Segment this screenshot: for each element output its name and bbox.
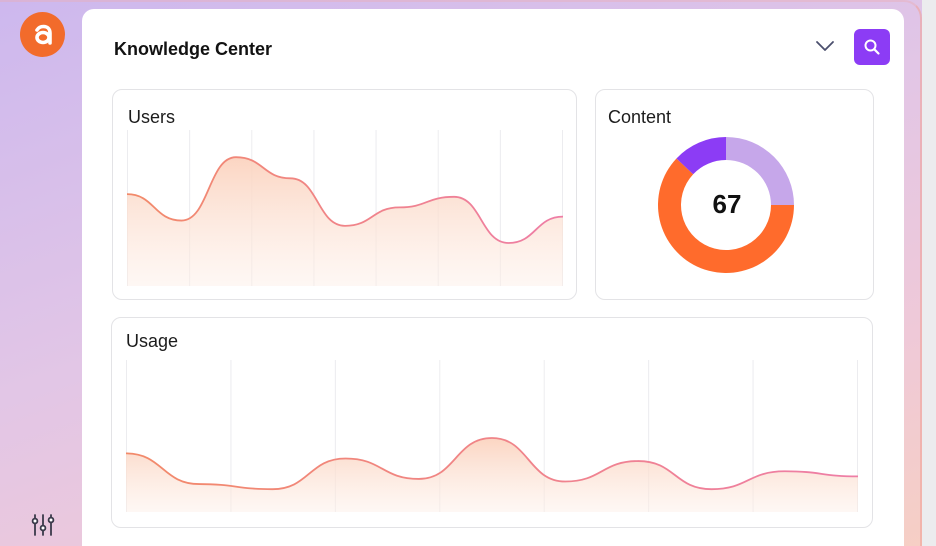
usage-area — [126, 438, 858, 512]
usage-chart — [126, 360, 858, 512]
donut-slice-lavender — [726, 137, 794, 205]
search-button[interactable] — [854, 29, 890, 65]
page-title: Knowledge Center — [114, 39, 273, 59]
content-donut-chart — [658, 137, 794, 273]
content-card: Content 67 — [595, 89, 874, 300]
users-chart — [127, 130, 563, 286]
filters-sliders-icon[interactable] — [30, 512, 56, 538]
users-area — [127, 157, 563, 286]
app-logo-icon[interactable] — [20, 12, 65, 57]
usage-series-line — [126, 437, 858, 491]
users-card-title: Users — [128, 107, 176, 127]
users-card: Users — [112, 89, 577, 300]
users-series-line — [127, 156, 563, 244]
donut-slice-orange — [658, 158, 794, 273]
content-value: 67 — [712, 189, 742, 219]
usage-card: Usage — [111, 317, 873, 528]
chevron-down-icon[interactable] — [814, 39, 836, 53]
donut-slice-purple — [676, 137, 726, 175]
search-icon — [864, 39, 880, 55]
usage-card-title: Usage — [126, 331, 179, 351]
main-panel: Knowledge Center Users Content 67 Usage — [82, 9, 904, 546]
window-edge — [922, 0, 936, 546]
content-card-title: Content — [608, 107, 672, 127]
